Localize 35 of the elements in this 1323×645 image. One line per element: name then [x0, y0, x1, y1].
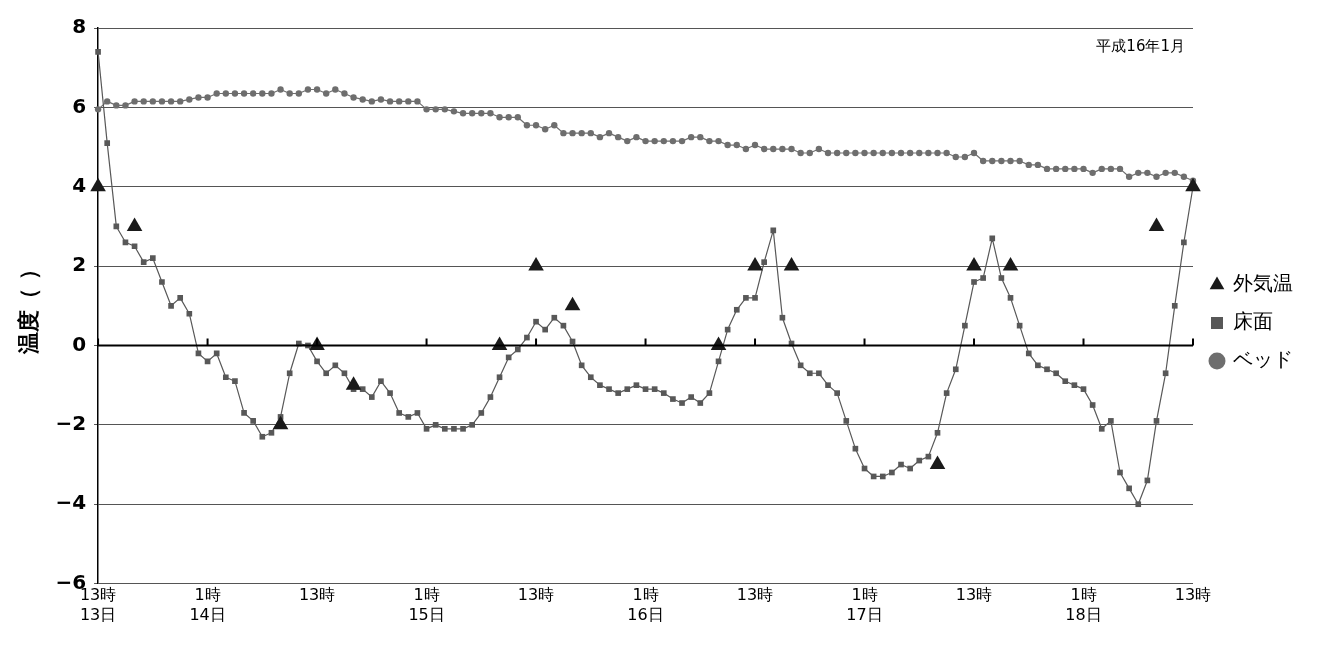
point [126, 217, 143, 231]
y-tick-label: −4 [55, 490, 87, 515]
point [1002, 257, 1019, 271]
annotation: 平成16年1月 [1096, 37, 1185, 56]
x-tick-label: 13時 [955, 585, 993, 605]
point [564, 296, 581, 311]
point [966, 257, 982, 271]
point [783, 257, 800, 271]
y-tick-label: 2 [72, 252, 87, 277]
point [929, 455, 946, 470]
x-tick-label: 1時 14日 [189, 585, 226, 624]
y-tick-label: 8 [72, 14, 87, 39]
point [1148, 217, 1165, 231]
legend-label: 床面 [1233, 309, 1273, 334]
y-tick-label: 6 [72, 93, 87, 118]
legend-label: 外気温 [1233, 271, 1293, 296]
point [528, 257, 544, 271]
x-tick-label: 1時 17日 [846, 585, 883, 624]
point [1185, 177, 1201, 192]
point [90, 177, 106, 192]
x-tick-label: 13時 [736, 585, 774, 605]
y-tick-label: −2 [55, 411, 87, 436]
point [345, 376, 362, 390]
y-tick-label: 4 [72, 172, 87, 197]
x-tick-label: 1時 16日 [627, 585, 664, 624]
x-tick-label: 13時 [517, 585, 555, 605]
legend-label: ベッド [1233, 347, 1293, 372]
x-tick-label: 13時 [1174, 585, 1212, 605]
point [747, 257, 763, 271]
x-tick-label: 1時 18日 [1065, 585, 1102, 624]
x-tick-label: 1時 15日 [408, 585, 445, 624]
y-tick-label: 0 [72, 331, 87, 356]
point [272, 415, 289, 430]
y-axis-title: 温度（ ） [15, 257, 41, 355]
x-tick-label: 13時 [298, 585, 336, 605]
